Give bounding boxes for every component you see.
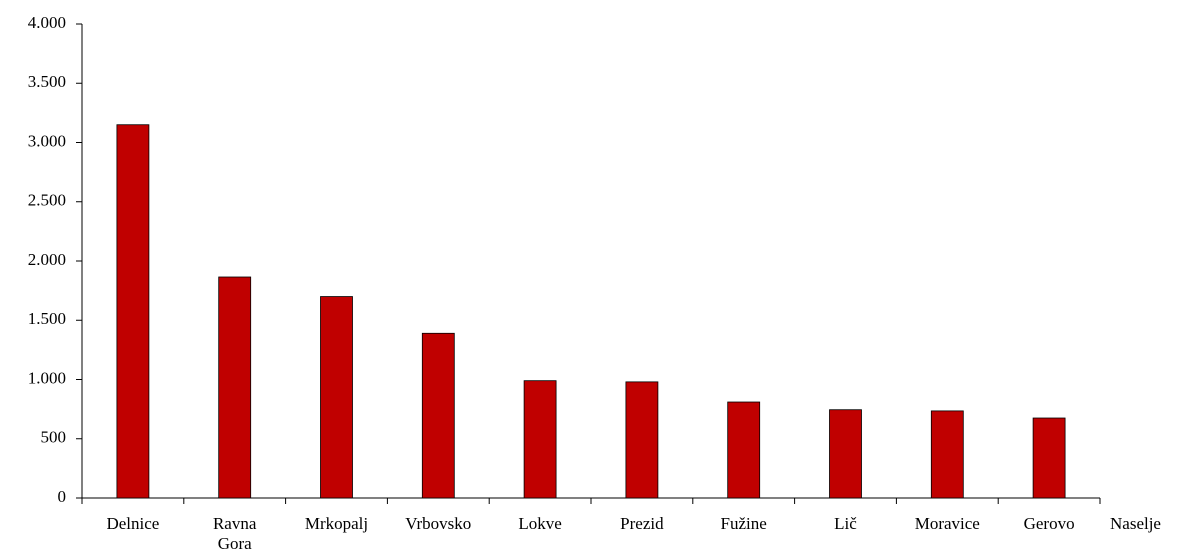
x-tick-label: Moravice bbox=[914, 514, 980, 533]
y-tick-label: 2.500 bbox=[28, 191, 66, 210]
y-tick-label: 3.500 bbox=[28, 72, 66, 91]
y-tick-label: 4.000 bbox=[28, 13, 66, 32]
x-tick-label: Ravna Gora bbox=[212, 514, 257, 553]
y-tick-label: 2.000 bbox=[28, 250, 66, 269]
y-tick-label: 3.000 bbox=[28, 131, 66, 150]
x-tick-label: Delnice bbox=[106, 514, 160, 533]
bar bbox=[320, 296, 353, 499]
y-tick-label: 1.000 bbox=[28, 368, 66, 387]
y-tick-label: 1.500 bbox=[28, 309, 66, 328]
bar bbox=[421, 332, 455, 499]
x-tick-label: Fužine bbox=[720, 514, 767, 533]
x-axis-label: Naselje bbox=[1110, 514, 1161, 533]
bar bbox=[930, 410, 964, 499]
x-tick-label: Gerovo bbox=[1023, 514, 1075, 533]
x-tick-label: Vrbovsko bbox=[405, 514, 472, 533]
bar bbox=[727, 401, 761, 499]
x-tick-label: Mrkopalj bbox=[304, 514, 369, 533]
bar bbox=[625, 381, 659, 499]
x-tick-label: Lokve bbox=[518, 514, 562, 533]
y-tick-label: 0 bbox=[58, 487, 67, 506]
y-tick-label: 500 bbox=[41, 428, 67, 447]
bar bbox=[116, 124, 150, 499]
bar bbox=[1032, 417, 1066, 499]
bar bbox=[523, 380, 557, 499]
x-tick-label: Prezid bbox=[620, 514, 664, 533]
bar bbox=[829, 409, 862, 499]
bar bbox=[218, 276, 252, 499]
x-tick-label: Lič bbox=[834, 514, 857, 533]
